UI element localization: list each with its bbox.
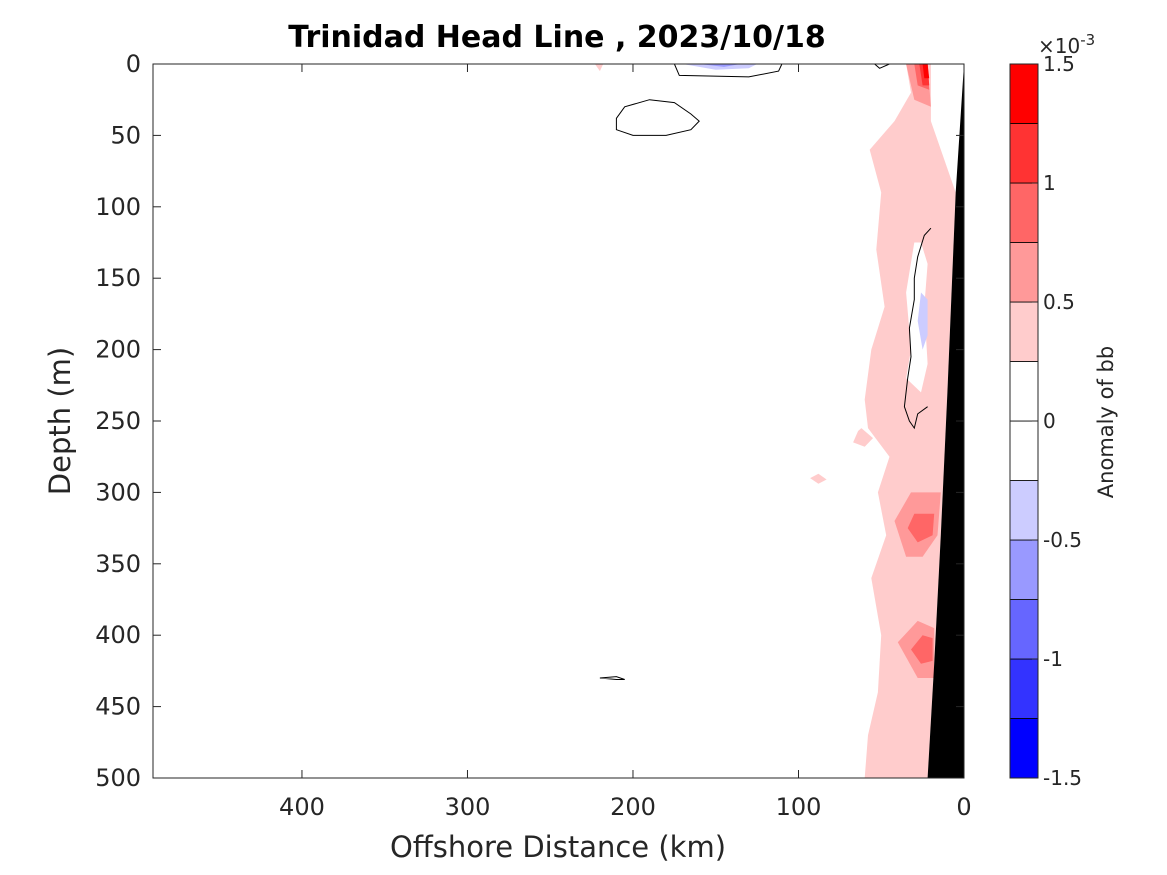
x-tick-label-2: 200 xyxy=(610,793,656,821)
colorbar-band-10 xyxy=(1009,123,1039,184)
colorbar-band-4 xyxy=(1009,480,1039,541)
contour-region-8 xyxy=(911,635,933,664)
plot-area xyxy=(153,63,964,778)
contour-region-0 xyxy=(864,64,956,778)
colorbar-band-2 xyxy=(1009,599,1039,660)
y-tick-label-4: 200 xyxy=(95,336,141,364)
colorbar-tick-label-3: 0 xyxy=(1043,409,1056,433)
contour-region-2 xyxy=(810,473,827,484)
colorbar-band-7 xyxy=(1009,301,1039,362)
contour-region-16 xyxy=(699,64,741,67)
y-tick-label-10: 500 xyxy=(95,764,141,792)
y-tick-label-2: 100 xyxy=(95,193,141,221)
x-tick-label-4: 0 xyxy=(956,793,971,821)
colorbar: 1.5 1 0.5 0 -0.5 -1 -1.5 xyxy=(1009,52,1082,790)
contour-region-3 xyxy=(594,64,604,72)
bathymetry-seafloor xyxy=(927,64,964,778)
y-tick-label-8: 400 xyxy=(95,621,141,649)
axes: 400 300 200 100 0 0 50 100 150 200 250 300 350 400 450… xyxy=(95,50,971,821)
colorbar-band-11 xyxy=(1009,63,1039,124)
y-axis-label: Depth (m) xyxy=(43,347,77,495)
contour-region-7 xyxy=(907,513,935,543)
y-tick-label-9: 450 xyxy=(95,693,141,721)
y-tick-label-6: 300 xyxy=(95,478,141,506)
contour-line-1 xyxy=(599,676,625,680)
y-tick-label-7: 350 xyxy=(95,550,141,578)
x-tick-label-3: 100 xyxy=(776,793,822,821)
colorbar-band-8 xyxy=(1009,242,1039,303)
plot-background xyxy=(153,64,964,778)
y-tick-label-1: 50 xyxy=(110,121,141,149)
x-tick-label-0: 400 xyxy=(279,793,325,821)
y-tick-label-0: 0 xyxy=(126,50,141,78)
x-axis-label: Offshore Distance (km) xyxy=(390,830,726,864)
colorbar-band-1 xyxy=(1009,658,1039,719)
contour-region-15 xyxy=(682,64,758,70)
colorbar-exponent: ×10-3 xyxy=(1038,31,1095,58)
contour-line-0 xyxy=(615,99,700,136)
colorbar-exponent-base: ×10 xyxy=(1038,34,1080,58)
colorbar-tick-label-5: -1 xyxy=(1043,647,1063,671)
colorbar-tick-label-1: 1 xyxy=(1043,171,1056,195)
colorbar-tick-label-2: 0.5 xyxy=(1043,290,1075,314)
contour-region-1 xyxy=(853,428,873,447)
colorbar-tick-label-6: -1.5 xyxy=(1043,766,1082,790)
y-tick-label-3: 150 xyxy=(95,264,141,292)
colorbar-label: Anomaly of bb xyxy=(1094,346,1118,498)
colorbar-band-0 xyxy=(1009,718,1039,779)
x-tick-label-1: 300 xyxy=(445,793,491,821)
colorbar-tick-label-0: 1.5 xyxy=(1043,52,1075,76)
colorbar-band-9 xyxy=(1009,182,1039,243)
contour-region-13 xyxy=(917,292,928,350)
colorbar-tick-label-4: -0.5 xyxy=(1043,528,1082,552)
contour-region-11 xyxy=(922,64,930,79)
contour-region-14 xyxy=(666,64,782,76)
contour-region-12 xyxy=(906,242,928,393)
contour-line-4 xyxy=(903,227,932,430)
colorbar-band-6 xyxy=(1009,361,1039,422)
chart-title: Trinidad Head Line , 2023/10/18 xyxy=(288,20,825,55)
contour-line-3 xyxy=(874,63,890,69)
y-tick-label-5: 250 xyxy=(95,407,141,435)
colorbar-exponent-power: -3 xyxy=(1080,31,1095,49)
colorbar-band-5 xyxy=(1009,420,1039,481)
colorbar-band-3 xyxy=(1009,539,1039,600)
contour-line-2 xyxy=(673,63,783,78)
